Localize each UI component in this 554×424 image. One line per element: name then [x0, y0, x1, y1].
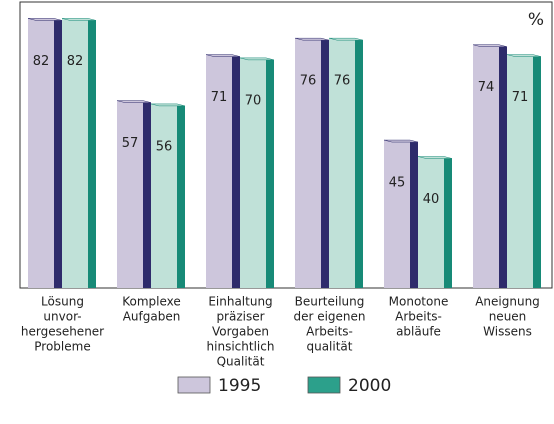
bar	[151, 103, 177, 288]
value-label: 56	[156, 139, 173, 154]
value-label: 74	[478, 80, 495, 95]
value-label: 71	[211, 90, 228, 105]
bar	[62, 18, 88, 289]
bar	[418, 156, 444, 288]
bar	[28, 18, 54, 289]
x-tick-label: Komplexe	[122, 295, 181, 309]
bar-top	[506, 54, 542, 57]
bar	[206, 54, 232, 288]
bar	[295, 38, 321, 288]
bar-side	[266, 57, 274, 288]
unit-label: %	[528, 10, 544, 30]
bar-top	[417, 156, 453, 159]
bar-top	[61, 18, 97, 21]
x-tick-label: neuen	[489, 310, 527, 324]
legend-label: 1995	[218, 376, 261, 396]
x-tick-label: Wissens	[483, 325, 532, 339]
x-tick-label: unvor-	[43, 310, 81, 324]
value-label: 76	[334, 74, 351, 89]
x-tick-label: hinsichtlich	[207, 340, 275, 354]
x-tick-label: der eigenen	[293, 310, 365, 324]
bar-side	[143, 100, 151, 288]
x-tick-label: Monotone	[389, 295, 449, 309]
bar-top	[239, 57, 275, 61]
bar-top	[328, 37, 364, 41]
x-tick-label: Arbeits-	[395, 310, 442, 324]
bar-side	[355, 38, 363, 288]
bar-side	[533, 54, 541, 288]
x-tick-label: qualität	[306, 340, 352, 354]
plot-frame	[19, 1, 553, 289]
bar	[240, 57, 266, 288]
x-tick-label: hergesehener	[21, 325, 104, 339]
bar	[117, 100, 143, 288]
legend-label: 2000	[348, 376, 391, 396]
bar-side	[54, 18, 62, 289]
bar-top	[383, 139, 419, 143]
bar-top	[150, 103, 186, 107]
value-label: 82	[67, 54, 84, 69]
bar-top	[205, 54, 241, 57]
value-label: 70	[245, 93, 262, 108]
x-tick-label: Einhaltung	[208, 295, 272, 309]
x-tick-label: präziser	[216, 310, 264, 324]
x-tick-label: abläufe	[396, 325, 441, 339]
x-tick-label: Arbeits-	[306, 325, 353, 339]
value-label: 71	[512, 90, 529, 105]
legend-swatch	[177, 376, 211, 394]
x-tick-label: Vorgaben	[212, 325, 269, 339]
bar	[329, 38, 355, 288]
bar-side	[444, 156, 452, 288]
x-tick-label: Beurteilung	[295, 295, 365, 309]
value-label: 57	[122, 136, 139, 151]
bar-top	[472, 44, 508, 47]
value-label: 45	[389, 176, 406, 191]
bar	[473, 44, 499, 289]
bar-side	[88, 18, 96, 289]
bar-top	[116, 100, 152, 103]
bar-side	[321, 38, 329, 288]
bar-side	[499, 44, 507, 289]
x-tick-label: Qualität	[217, 355, 265, 369]
value-label: 76	[300, 74, 317, 89]
bar-side	[177, 103, 185, 288]
x-tick-label: Aneignung	[475, 295, 540, 309]
x-tick-label: Aufgaben	[123, 310, 181, 324]
value-label: 82	[33, 54, 50, 69]
bar	[507, 54, 533, 288]
legend-swatch	[307, 376, 341, 394]
value-label: 40	[423, 192, 440, 207]
bar-side	[232, 54, 240, 288]
x-tick-label: Lösung	[41, 295, 84, 309]
x-tick-label: Probleme	[34, 340, 90, 354]
bar	[384, 140, 410, 288]
bar-side	[410, 140, 418, 288]
